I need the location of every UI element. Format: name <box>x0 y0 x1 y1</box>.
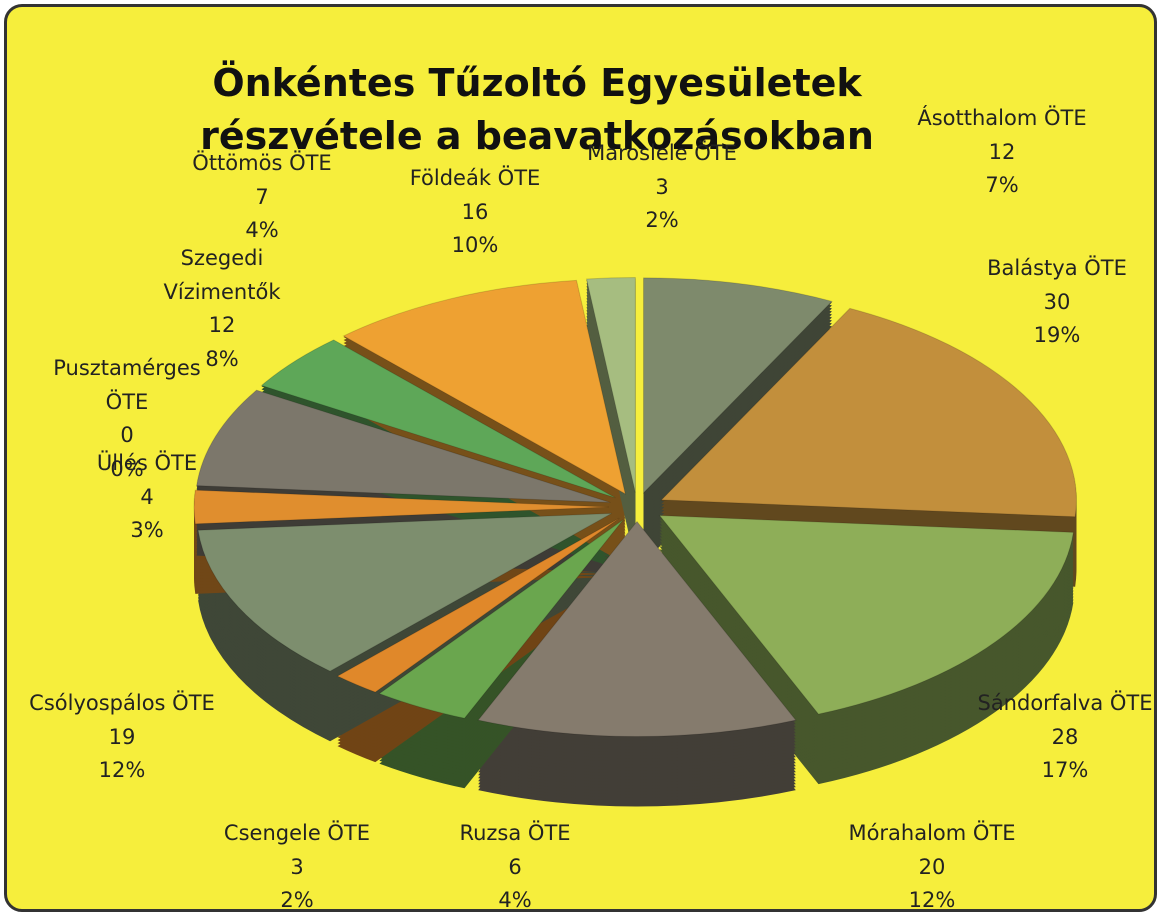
slice <box>477 520 797 738</box>
label-percent: 12% <box>98 758 146 783</box>
data-label: Ásotthalom ÖTE 12 7% <box>872 102 1132 203</box>
label-value: 30 <box>1043 289 1071 314</box>
label-name: Pusztamérges ÖTE <box>53 356 201 414</box>
label-name: Csengele ÖTE <box>223 821 371 845</box>
label-value: 20 <box>918 854 946 879</box>
label-value: 16 <box>461 199 489 224</box>
label-name: Öttömös ÖTE <box>192 151 332 175</box>
label-percent: 17% <box>1041 758 1089 783</box>
label-percent: 19% <box>1033 323 1081 348</box>
label-name: Csólyospálos ÖTE <box>29 691 215 715</box>
label-percent: 4% <box>498 888 532 912</box>
data-label: Balástya ÖTE 30 19% <box>947 252 1154 353</box>
label-value: 0 <box>120 423 134 448</box>
label-value: 3 <box>290 854 304 879</box>
slice <box>342 279 627 495</box>
pie-area <box>193 277 1077 807</box>
label-value: 19 <box>108 724 136 749</box>
slice <box>585 277 636 493</box>
label-name: Maroslele ÖTE <box>587 141 737 165</box>
data-label: Pusztamérges ÖTE 0 0% <box>52 352 202 486</box>
label-name: Sándorfalva ÖTE <box>977 691 1153 715</box>
label-value: 7 <box>255 184 269 209</box>
chart-title: Önkéntes Tűzoltó Egyesületek részvétele … <box>200 61 874 159</box>
label-value: 3 <box>655 174 669 199</box>
data-label: Üllés ÖTE 4 3% <box>67 447 227 548</box>
label-percent: 12% <box>908 888 956 912</box>
data-label: Csengele ÖTE 3 2% <box>197 817 397 912</box>
label-value: 6 <box>508 854 522 879</box>
data-label: Öttömös ÖTE 7 4% <box>172 147 352 248</box>
slice <box>196 389 611 504</box>
chart: Önkéntes Tűzoltó Egyesületek részvétele … <box>4 4 1157 912</box>
label-value: 4 <box>140 484 154 509</box>
data-label: Sándorfalva ÖTE 28 17% <box>955 687 1154 788</box>
label-name: Földeák ÖTE <box>409 166 541 190</box>
slice <box>660 307 1077 518</box>
label-percent: 2% <box>645 208 679 233</box>
label-value: 12 <box>988 139 1016 164</box>
label-percent: 3% <box>130 518 164 543</box>
label-percent: 4% <box>245 218 279 243</box>
slice <box>658 514 1074 715</box>
data-label: Maroslele ÖTE 3 2% <box>572 137 752 238</box>
label-percent: 10% <box>451 233 499 258</box>
label-value: 28 <box>1051 724 1079 749</box>
slice <box>378 519 624 719</box>
data-label: Földeák ÖTE 16 10% <box>385 162 565 263</box>
label-percent: 7% <box>985 173 1019 198</box>
data-label: Szegedi Vízimentők 12 8% <box>142 242 302 376</box>
slice <box>193 489 610 525</box>
label-name: Szegedi Vízimentők <box>163 246 281 304</box>
data-label: Csólyospálos ÖTE 19 12% <box>12 687 232 788</box>
label-percent: 0% <box>110 456 144 481</box>
label-percent: 8% <box>205 346 239 371</box>
label-name: Ruzsa ÖTE <box>459 821 571 845</box>
label-name: Mórahalom ÖTE <box>848 821 1016 845</box>
label-name: Üllés ÖTE <box>96 451 198 475</box>
label-value: 12 <box>208 313 236 338</box>
label-name: Balástya ÖTE <box>987 256 1127 280</box>
slice <box>336 517 620 693</box>
slice <box>643 277 833 495</box>
slice <box>197 512 613 672</box>
slice <box>260 339 616 499</box>
data-label: Mórahalom ÖTE 20 12% <box>812 817 1052 912</box>
data-label: Ruzsa ÖTE 6 4% <box>415 817 615 912</box>
label-name: Ásotthalom ÖTE <box>917 106 1087 130</box>
label-percent: 2% <box>280 888 314 912</box>
